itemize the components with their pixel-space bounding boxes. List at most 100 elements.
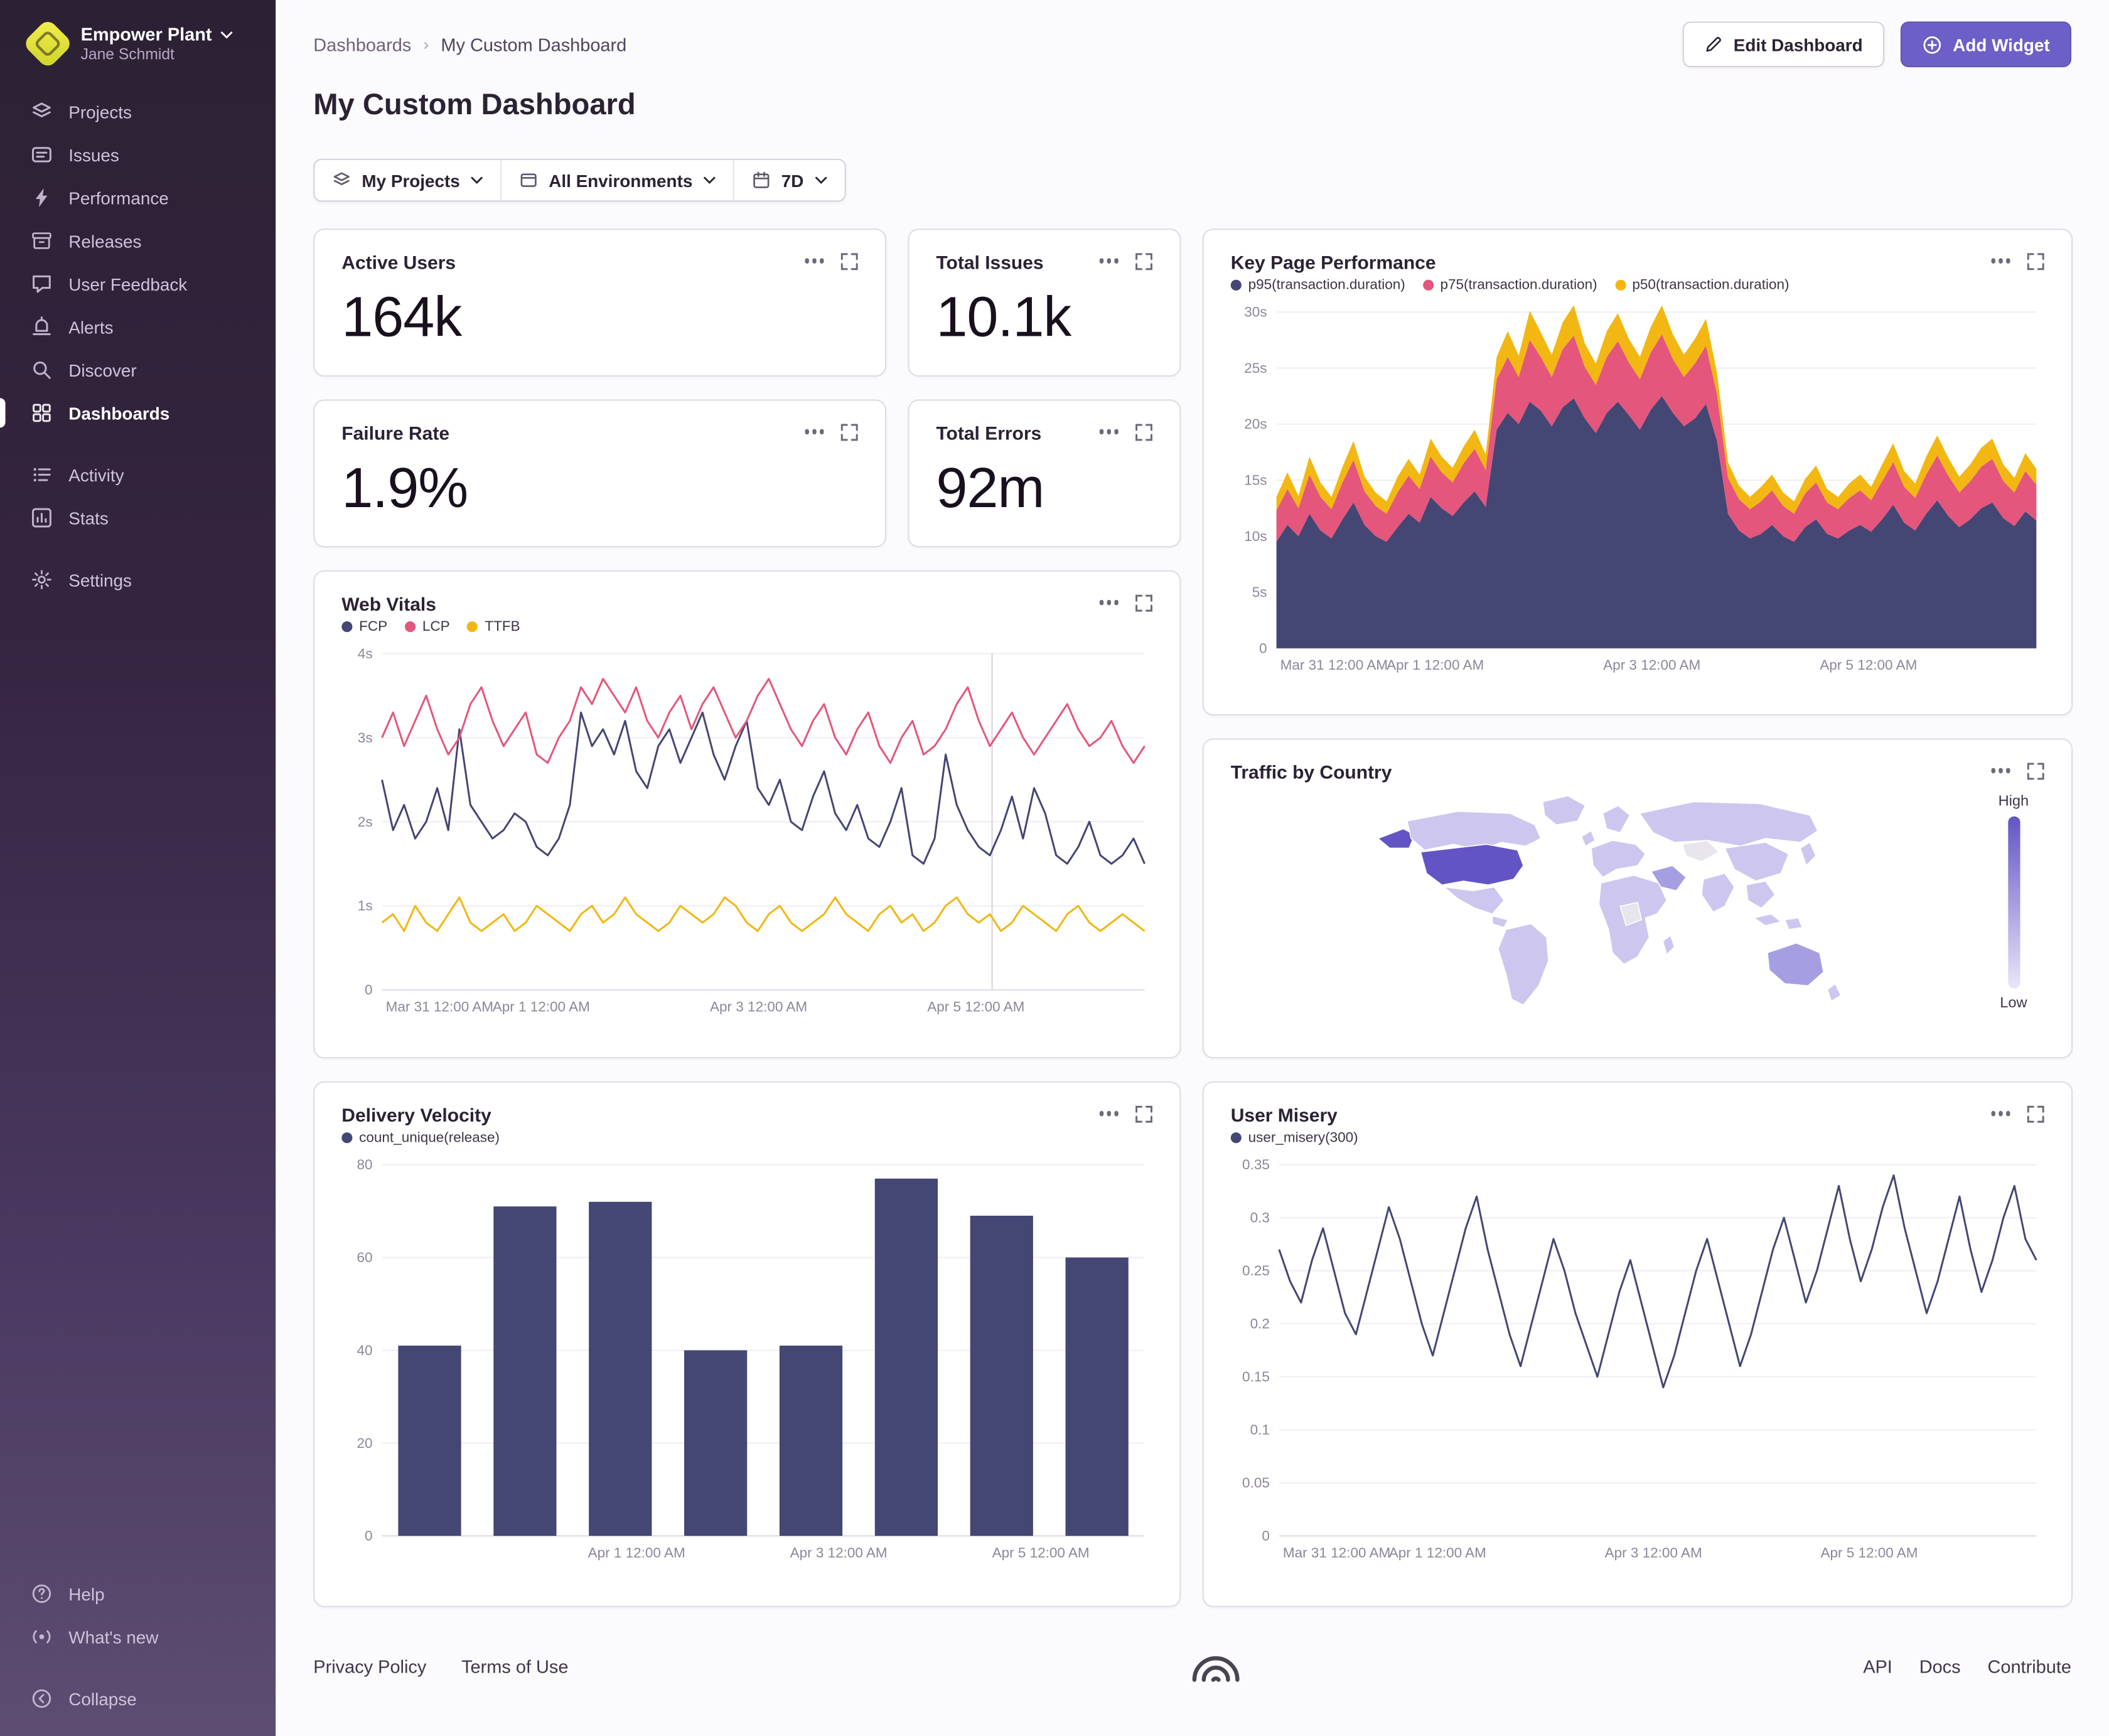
delivery-velocity-chart[interactable]: 0 20 40 60 80 Apr 1 12:00 AM Apr 3 12:00 AM Apr… — [341, 1157, 1155, 1563]
widget-expand-icon[interactable] — [2027, 761, 2044, 780]
widget-traffic-by-country: Traffic by Country — [1202, 738, 2073, 1059]
environment-filter-dropdown[interactable]: All Environments — [500, 159, 733, 201]
project-filter-icon — [333, 172, 350, 186]
sidebar-item-whats-new[interactable]: What's new — [0, 1615, 276, 1659]
legend-item[interactable]: TTFB — [467, 619, 520, 635]
widget-menu-icon[interactable] — [1990, 252, 2011, 271]
widget-menu-icon[interactable] — [1990, 761, 2011, 780]
svg-text:2s: 2s — [358, 814, 373, 830]
world-map-choropleth[interactable] — [1231, 788, 1983, 1031]
api-link[interactable]: API — [1863, 1656, 1892, 1677]
widget-menu-icon[interactable] — [1098, 593, 1119, 612]
widget-expand-icon[interactable] — [2027, 252, 2044, 271]
legend-dot-icon — [1230, 1132, 1242, 1144]
sidebar-item-projects[interactable]: Projects — [0, 90, 276, 134]
legend-item[interactable]: p75(transaction.duration) — [1422, 277, 1597, 293]
widget-menu-icon[interactable] — [1990, 1104, 2011, 1123]
legend-item[interactable]: FCP — [341, 619, 387, 635]
legend-item[interactable]: LCP — [405, 619, 450, 635]
widget-title: User Misery — [1230, 1104, 1338, 1126]
legend-dot-icon — [405, 621, 416, 633]
sidebar-item-releases[interactable]: Releases — [0, 219, 276, 262]
widget-menu-icon[interactable] — [804, 422, 825, 441]
svg-text:10s: 10s — [1244, 528, 1267, 544]
activity-icon — [33, 468, 51, 482]
country-shape — [1724, 842, 1790, 882]
widget-menu-icon[interactable] — [804, 252, 825, 271]
widget-expand-icon[interactable] — [1135, 422, 1153, 441]
svg-text:Apr 1 12:00 AM: Apr 1 12:00 AM — [1387, 657, 1484, 673]
svg-text:Apr 3 12:00 AM: Apr 3 12:00 AM — [790, 1545, 888, 1560]
country-shape — [1443, 886, 1505, 915]
widget-menu-icon[interactable] — [1098, 1104, 1119, 1123]
svg-text:0.15: 0.15 — [1242, 1369, 1270, 1385]
country-shape — [1420, 844, 1524, 886]
widget-menu-icon[interactable] — [1098, 422, 1119, 441]
calendar-icon — [753, 171, 770, 188]
main-content: Dashboards › My Custom Dashboard Edit Da… — [276, 0, 2109, 1736]
legend-dot-icon — [1422, 279, 1434, 291]
add-widget-button[interactable]: Add Widget — [1900, 21, 2071, 68]
widget-expand-icon[interactable] — [840, 252, 858, 271]
environment-filter-icon — [520, 173, 537, 187]
issues-icon — [31, 147, 51, 163]
big-number-value: 1.9% — [341, 456, 468, 520]
project-filter-dropdown[interactable]: My Projects — [314, 160, 500, 200]
legend-item[interactable]: p95(transaction.duration) — [1230, 277, 1405, 293]
big-number-value: 164k — [341, 285, 462, 348]
contribute-link[interactable]: Contribute — [1987, 1656, 2071, 1677]
svg-text:Apr 5 12:00 AM: Apr 5 12:00 AM — [927, 999, 1024, 1014]
country-shape — [1377, 828, 1415, 849]
sidebar-item-dashboards[interactable]: Dashboards — [0, 392, 276, 435]
map-legend-gradient — [2007, 816, 2020, 989]
sidebar-item-help[interactable]: Help — [0, 1572, 276, 1615]
legend-dot-icon — [1230, 279, 1242, 291]
widget-expand-icon[interactable] — [1135, 252, 1153, 271]
privacy-policy-link[interactable]: Privacy Policy — [313, 1656, 427, 1677]
user-misery-chart[interactable]: 0 0.05 0.1 0.15 0.2 0.25 0.3 0.35 Mar 31 12:00 A… — [1231, 1157, 2047, 1563]
widget-expand-icon[interactable] — [840, 422, 858, 441]
sidebar-item-settings[interactable]: Settings — [0, 558, 276, 601]
widget-web-vitals: Web Vitals FCP LCP TTFB 0 1s 2s 3s 4s Mar 31 12… — [313, 570, 1181, 1059]
projects-icon — [33, 102, 51, 117]
chevron-down-icon — [471, 176, 483, 185]
legend-item[interactable]: count_unique(release) — [341, 1130, 500, 1146]
country-shape — [1639, 801, 1818, 847]
sidebar-item-activity[interactable]: Activity — [0, 453, 276, 496]
legend-item[interactable]: p50(transaction.duration) — [1614, 277, 1790, 293]
legend-dot-icon — [1614, 279, 1626, 291]
widget-expand-icon[interactable] — [1135, 1104, 1153, 1123]
chart-legend: p95(transaction.duration) p75(transaction… — [1230, 277, 2044, 293]
broadcast-icon — [33, 1630, 51, 1644]
svg-text:Apr 3 12:00 AM: Apr 3 12:00 AM — [1603, 657, 1700, 673]
sidebar-item-stats[interactable]: Stats — [0, 496, 276, 540]
edit-dashboard-button[interactable]: Edit Dashboard — [1682, 21, 1884, 68]
org-switcher[interactable]: Empower Plant Jane Schmidt — [0, 0, 276, 79]
widget-key-page-performance: Key Page Performance p95(transaction.dur… — [1202, 228, 2073, 715]
svg-text:1s: 1s — [358, 898, 373, 914]
widget-menu-icon[interactable] — [1098, 252, 1119, 271]
docs-link[interactable]: Docs — [1919, 1656, 1961, 1677]
sidebar-item-issues[interactable]: Issues — [0, 133, 276, 176]
breadcrumb-dashboards-link[interactable]: Dashboards — [313, 34, 412, 55]
svg-text:Apr 1 12:00 AM: Apr 1 12:00 AM — [493, 999, 590, 1014]
date-range-dropdown[interactable]: 7D — [733, 159, 844, 201]
sidebar-item-alerts[interactable]: Alerts — [0, 305, 276, 348]
widget-title: Active Users — [341, 251, 456, 273]
dashboards-icon — [33, 404, 51, 422]
sidebar-item-performance[interactable]: Performance — [0, 176, 276, 220]
sidebar-item-discover[interactable]: Discover — [0, 348, 276, 392]
help-icon — [32, 1584, 51, 1603]
sidebar-collapse-button[interactable]: Collapse — [0, 1677, 276, 1720]
legend-item[interactable]: user_misery(300) — [1230, 1130, 1358, 1146]
sidebar-item-user-feedback[interactable]: User Feedback — [0, 262, 276, 306]
terms-of-use-link[interactable]: Terms of Use — [461, 1656, 569, 1677]
widget-expand-icon[interactable] — [2027, 1104, 2044, 1123]
svg-text:20: 20 — [357, 1435, 373, 1451]
svg-text:Apr 5 12:00 AM: Apr 5 12:00 AM — [1820, 1545, 1918, 1560]
performance-icon — [35, 188, 48, 207]
widget-expand-icon[interactable] — [1135, 593, 1153, 612]
country-shape — [1662, 935, 1675, 955]
